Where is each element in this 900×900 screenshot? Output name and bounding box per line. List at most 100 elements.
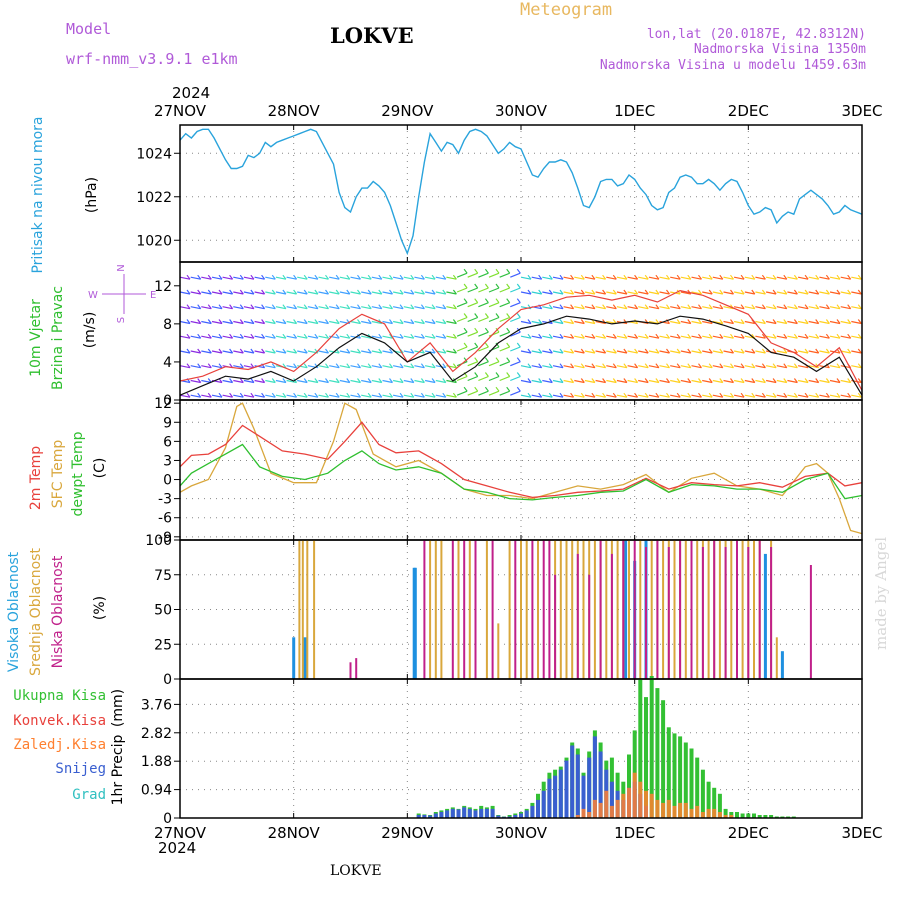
- wind-barb: [584, 306, 596, 310]
- wind-barb: [730, 378, 734, 383]
- wind-barb: [179, 350, 191, 354]
- wind-barb: [446, 276, 457, 280]
- wind-barb: [293, 274, 298, 280]
- cloud-low-bar: [622, 540, 625, 679]
- wind-barb: [836, 274, 841, 280]
- wind-barb: [233, 276, 244, 280]
- wind-barb: [488, 361, 500, 367]
- wind-barb: [474, 357, 479, 363]
- wind-barb: [670, 365, 681, 369]
- wind-barb: [211, 291, 223, 295]
- wind-barb: [691, 291, 702, 295]
- wind-barb: [602, 304, 607, 310]
- wind-barb: [361, 350, 372, 354]
- wind-barb: [793, 289, 798, 295]
- wind-barb: [698, 378, 702, 383]
- wind-barb: [442, 319, 447, 324]
- wind-barb: [410, 274, 415, 280]
- wind-barb: [314, 333, 319, 339]
- wind-barb: [840, 291, 851, 295]
- precip-freezing-bar: [655, 799, 660, 818]
- wind-barb: [367, 363, 372, 369]
- precip-total-bar: [712, 787, 717, 818]
- wind-barb: [595, 291, 606, 295]
- wind-barb: [318, 306, 329, 310]
- wind-barb: [730, 289, 734, 295]
- wind-barb: [538, 363, 543, 369]
- precip-snow-bar: [433, 813, 438, 818]
- precip-total-bar: [746, 813, 751, 818]
- wind-barb: [698, 274, 702, 280]
- wind-barb: [495, 342, 500, 348]
- wind-barb: [751, 333, 756, 339]
- wind-barb: [702, 365, 713, 369]
- wind-barb: [627, 365, 638, 369]
- wind-barb: [339, 276, 350, 280]
- wind-barb: [542, 394, 553, 398]
- cloud-mid-bar: [565, 540, 568, 679]
- wind-barb: [570, 392, 575, 398]
- wind-barb: [318, 320, 329, 325]
- date-tick-label: 29NOV: [381, 102, 434, 120]
- wind-barb: [357, 274, 361, 280]
- wind-barb: [229, 289, 234, 295]
- wind-barb: [687, 348, 692, 354]
- wind-barb: [410, 289, 415, 295]
- precip-snow-bar: [575, 754, 580, 818]
- wind-barb: [207, 348, 212, 354]
- wind-barb: [335, 392, 340, 398]
- precip-snow-bar: [462, 807, 467, 818]
- wind-barb: [410, 378, 415, 383]
- wind-barb: [190, 306, 201, 310]
- y-tick-label: 25: [154, 637, 172, 653]
- precip-unit: (mm): [110, 689, 126, 727]
- cloud-low-bar: [423, 540, 426, 679]
- wind-barb: [666, 392, 670, 398]
- wind-barb: [602, 363, 607, 369]
- wind-barb: [574, 365, 585, 369]
- wind-barb: [378, 378, 383, 383]
- wind-barb: [456, 331, 468, 337]
- wind-barb: [233, 394, 244, 398]
- precip-freezing-bar: [615, 799, 620, 818]
- wind-barb: [819, 335, 830, 339]
- precip-snow-bar: [484, 808, 489, 818]
- wind-barb: [829, 291, 841, 295]
- cloud-high-bar: [303, 637, 307, 679]
- wind-barb: [467, 302, 478, 308]
- wind-barb: [293, 319, 298, 324]
- wind-barb: [329, 306, 340, 310]
- wind-barb: [804, 319, 809, 324]
- wind-barb: [335, 304, 340, 310]
- wind-barb: [702, 394, 713, 398]
- wind-barb: [638, 335, 649, 339]
- wind-barb: [527, 348, 532, 354]
- cloud-low-bar: [531, 540, 534, 679]
- wind-barb: [357, 304, 361, 310]
- wind-barb: [325, 289, 329, 295]
- wind-barb: [456, 316, 468, 323]
- wind-barb: [361, 276, 372, 280]
- wind-barb: [325, 348, 329, 354]
- wind-barb: [435, 320, 446, 325]
- wind-barb: [595, 306, 606, 310]
- wind-barb: [616, 394, 628, 398]
- wind-barb: [367, 319, 372, 324]
- wind-barb: [297, 335, 308, 339]
- wind-barb: [442, 274, 447, 280]
- precip-freezing-bar: [587, 812, 592, 818]
- wind-barb: [207, 289, 212, 295]
- wind-barb: [765, 335, 777, 339]
- wind-barb: [819, 276, 830, 280]
- bottom-date-axis: 27NOV 28NOV 29NOV 30NOV 1DEC 2DEC 3DEC: [154, 824, 883, 842]
- wind-barb: [808, 335, 819, 339]
- wind-barb: [644, 304, 649, 310]
- y-tick-label: 6: [163, 434, 172, 450]
- precip-freezing-bar: [644, 790, 648, 818]
- wind-barb: [638, 306, 649, 310]
- wind-barb: [303, 333, 308, 339]
- precip-snow-bar: [609, 781, 614, 818]
- cloud-high-bar: [292, 637, 296, 679]
- wind-barb: [329, 394, 340, 398]
- precip-freezing-bar: [712, 808, 717, 818]
